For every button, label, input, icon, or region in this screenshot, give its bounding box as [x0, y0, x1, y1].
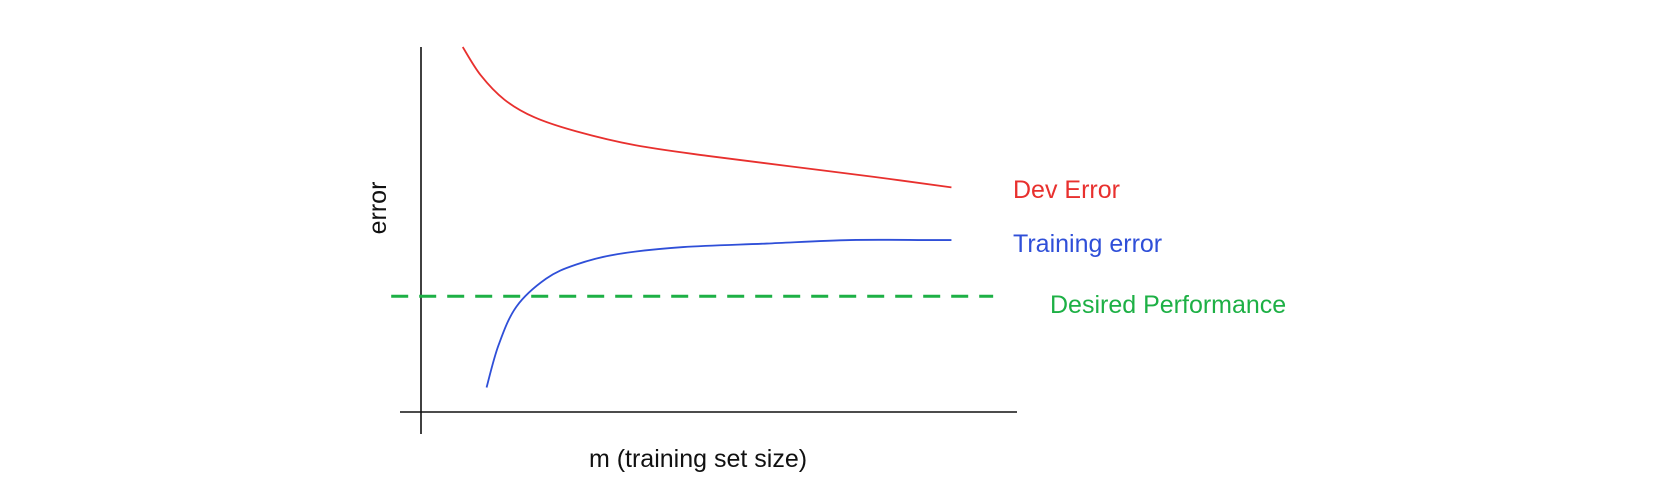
training-error-label: Training error — [1013, 230, 1162, 258]
training-error-line — [485, 238, 952, 388]
desired-performance-label: Desired Performance — [1050, 291, 1286, 319]
x-axis-label: m (training set size) — [589, 445, 807, 473]
y-axis-label: error — [364, 182, 392, 235]
dev-error-line — [461, 46, 952, 189]
dev-error-label: Dev Error — [1013, 176, 1120, 204]
